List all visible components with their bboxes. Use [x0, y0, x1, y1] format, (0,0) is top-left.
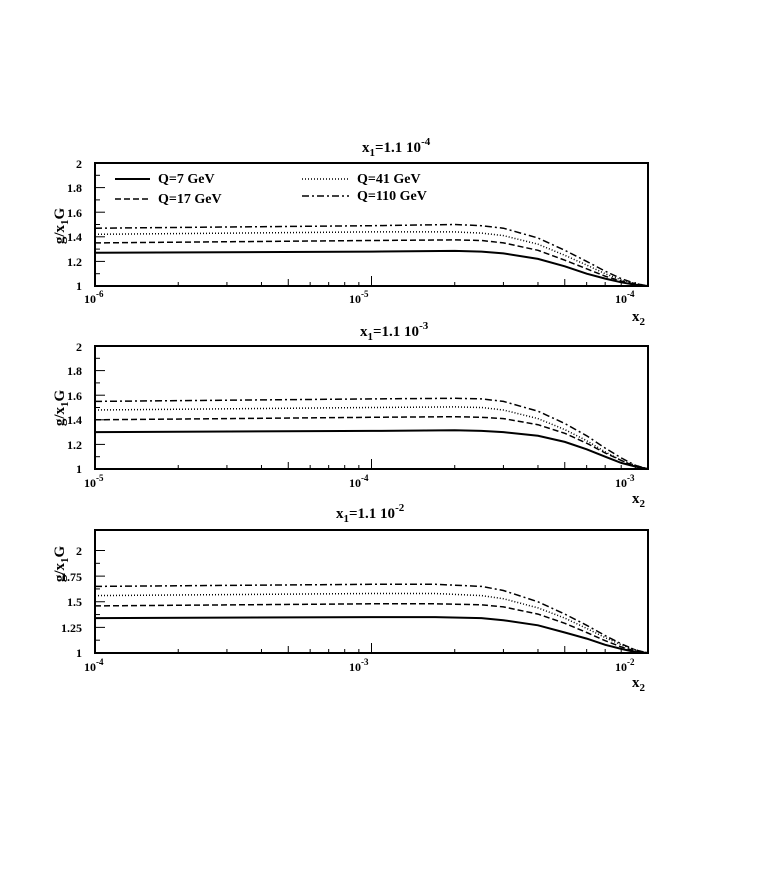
- panel-1-ytick-label: 2: [76, 157, 82, 171]
- panel-3-series-q7: [94, 616, 649, 654]
- panel-2-ytick-label: 1: [76, 462, 82, 476]
- panel-3-ytick-label: 1.5: [67, 595, 82, 609]
- panel-1-series-q110: [94, 223, 649, 287]
- panel-1-ylabel: g/x1G: [52, 208, 71, 245]
- panel-1-ytick-label: 1.6: [67, 206, 82, 220]
- panel-1-ytick-label: 1.8: [67, 181, 82, 195]
- panel-1-xtick-label: 10-6: [84, 289, 104, 306]
- panel-2-series: [94, 397, 649, 470]
- legend-label-q110: Q=110 GeV: [357, 189, 427, 204]
- legend-label-q41: Q=41 GeV: [357, 172, 421, 187]
- panel-3-series-q17: [94, 603, 649, 654]
- panel-1-xlabel: x2: [632, 309, 646, 328]
- panel-1-series-q17: [94, 239, 649, 287]
- panel-3-xlabel: x2: [632, 675, 646, 694]
- panel-3-ytick-label: 2: [76, 544, 82, 558]
- panel-3: x1=1.1 10-2 g/x1G 1 1.25 1.5 1.75 2 10-4…: [52, 502, 649, 694]
- panel-2: x1=1.1 10-3 g/x1G 1 1.2 1.4 1.6 1.8 2 10…: [52, 320, 649, 510]
- panel-3-ytick-labels: 1 1.25 1.5 1.75 2: [61, 544, 82, 660]
- panel-2-ytick-label: 1.2: [67, 438, 82, 452]
- panel-3-ytick-label: 1.75: [61, 570, 82, 584]
- legend-label-q7: Q=7 GeV: [158, 172, 215, 187]
- panel-2-series-q110: [94, 397, 649, 470]
- legend: Q=7 GeV Q=41 GeV Q=17 GeV Q=110 GeV: [115, 172, 427, 207]
- panel-1-xtick-labels: 10-6 10-5 10-4: [84, 289, 635, 306]
- panel-3-ytick-label: 1: [76, 646, 82, 660]
- panel-3-xtick-label: 10-4: [84, 657, 104, 674]
- panel-3-series-q110: [94, 583, 649, 654]
- panel-3-ytick-label: 1.25: [61, 621, 82, 635]
- panel-2-xtick-label: 10-4: [349, 473, 369, 490]
- panel-2-xtick-label: 10-5: [84, 473, 104, 490]
- panel-2-title: x1=1.1 10-3: [360, 320, 429, 343]
- panel-1-ytick-label: 1.2: [67, 255, 82, 269]
- panel-2-ytick-label: 1.6: [67, 389, 82, 403]
- panel-1-ytick-label: 1: [76, 279, 82, 293]
- panel-3-xtick-label: 10-3: [349, 657, 369, 674]
- panel-1-series-q41: [94, 231, 649, 287]
- panel-3-frame: [94, 529, 649, 654]
- panel-3-series: [94, 583, 649, 654]
- panel-2-ytick-labels: 1 1.2 1.4 1.6 1.8 2: [67, 340, 82, 476]
- panel-2-ytick-label: 1.4: [67, 413, 82, 427]
- panel-1-xtick-label: 10-4: [615, 289, 635, 306]
- panel-2-minor-ticks: [94, 345, 649, 470]
- panel-2-ytick-label: 2: [76, 340, 82, 354]
- panel-3-xtick-labels: 10-4 10-3 10-2: [84, 657, 635, 674]
- panel-1-minor-ticks: [94, 162, 649, 287]
- panel-2-ytick-label: 1.8: [67, 364, 82, 378]
- panel-2-series-q7: [94, 429, 649, 470]
- panel-2-xlabel: x2: [632, 491, 646, 510]
- panel-2-xtick-label: 10-3: [615, 473, 635, 490]
- panel-3-title: x1=1.1 10-2: [336, 502, 405, 525]
- panel-2-ylabel: g/x1G: [52, 390, 71, 427]
- panel-2-series-q17: [94, 415, 649, 470]
- panel-3-ylabel: g/x1G: [52, 546, 71, 583]
- panel-3-minor-ticks: [94, 550, 649, 654]
- panel-1: x1=1.1 10-4 g/x1G 1 1.2 1.4 1.6 1.8 2 10…: [52, 136, 649, 328]
- panel-1-ytick-labels: 1 1.2 1.4 1.6 1.8 2: [67, 157, 82, 293]
- panel-1-title: x1=1.1 10-4: [362, 136, 431, 159]
- panel-1-series-q7: [94, 249, 649, 287]
- panel-1-xtick-label: 10-5: [349, 289, 369, 306]
- panel-2-xtick-labels: 10-5 10-4 10-3: [84, 473, 635, 490]
- panel-2-series-q41: [94, 406, 649, 470]
- panel-3-xtick-label: 10-2: [615, 657, 635, 674]
- panel-1-ytick-label: 1.4: [67, 230, 82, 244]
- panel-1-series: [94, 223, 649, 287]
- legend-label-q17: Q=17 GeV: [158, 192, 222, 207]
